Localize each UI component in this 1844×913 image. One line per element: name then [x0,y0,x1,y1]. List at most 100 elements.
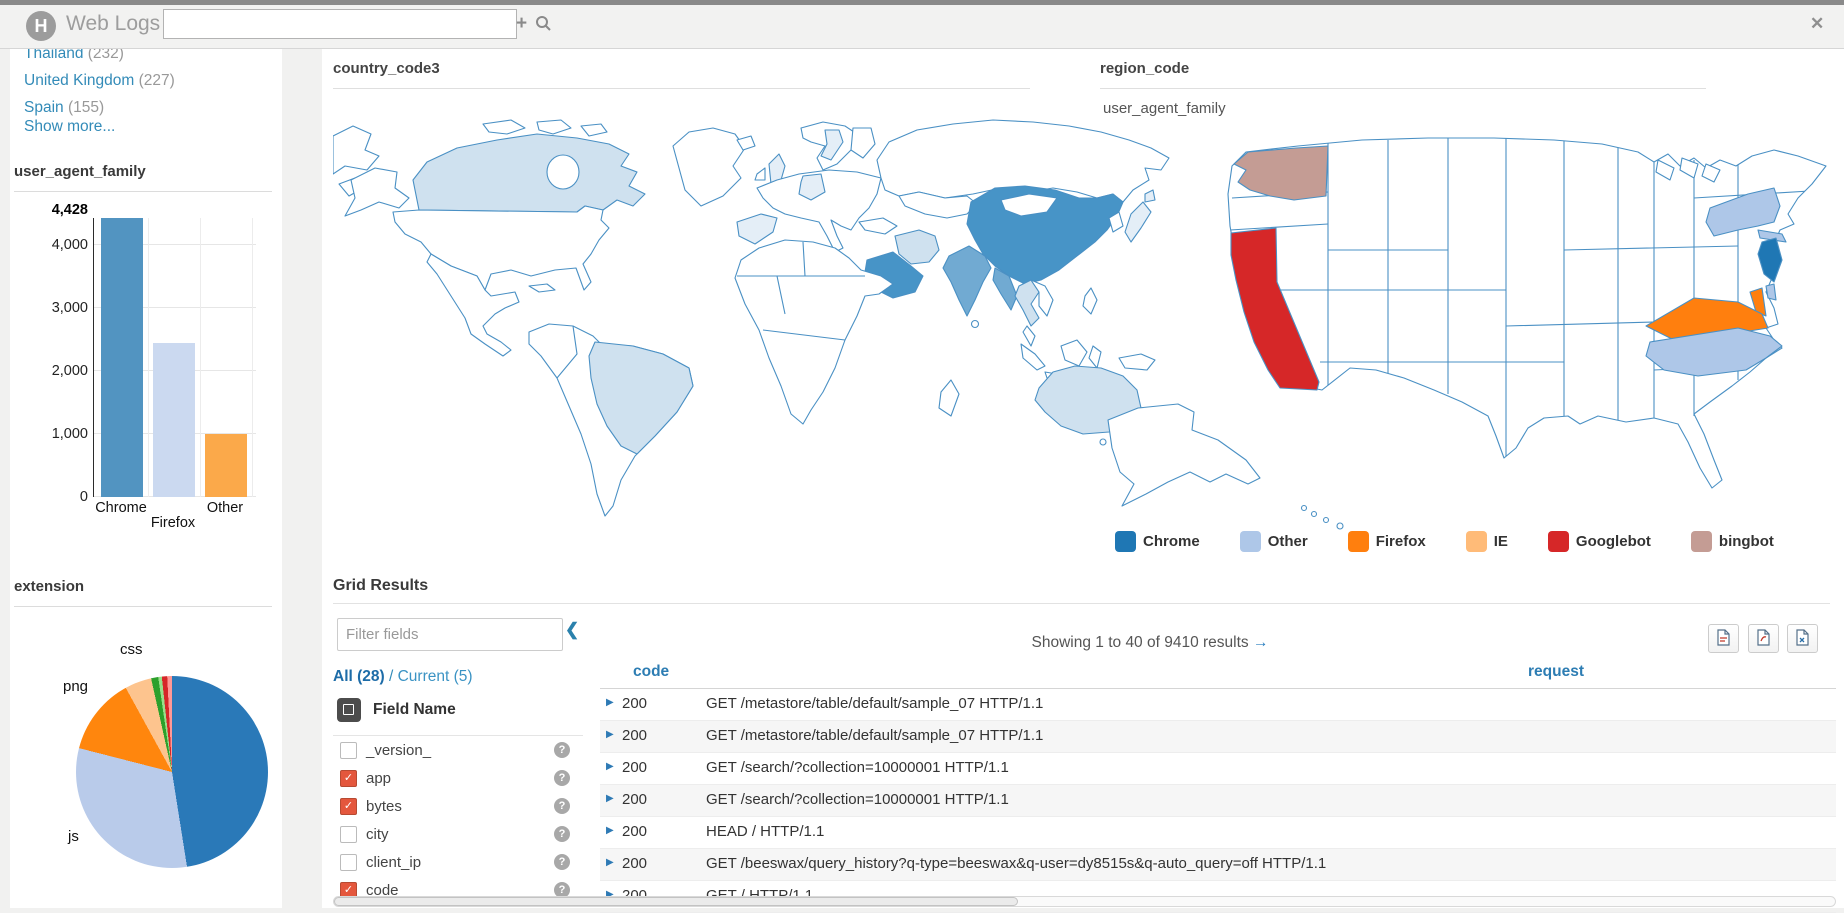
legend-item-ie[interactable]: IE [1465,531,1508,552]
map-region-usa[interactable] [392,205,610,291]
facet-link[interactable]: United Kingdom [24,72,135,89]
map-arctic-islands [536,119,572,135]
legend-item-bingbot[interactable]: bingbot [1690,531,1774,552]
legend-item-other[interactable]: Other [1239,531,1308,552]
next-page-arrow-icon[interactable]: → [1252,634,1269,651]
bar-y-axis: 4,000 3,000 2,000 1,000 0 [30,218,88,505]
table-row[interactable]: ▶ 200 GET /metastore/table/default/sample_… [600,721,1836,753]
export-csv-button[interactable] [1708,624,1739,653]
cell-request: GET /beeswax/query_history?q-type=beeswa… [706,855,1327,872]
row-expander-icon[interactable]: ▶ [606,857,614,868]
field-checkbox[interactable] [340,853,357,871]
add-query-plus-icon[interactable]: + [516,13,528,34]
close-icon[interactable]: ✕ [1810,14,1825,33]
map-region-india[interactable] [942,245,992,317]
table-row[interactable]: ▶ 200 GET /search/?collection=10000001 HTT… [600,785,1836,817]
legend-item-firefox[interactable]: Firefox [1347,531,1426,552]
map-region-japan-hokkaido[interactable] [1144,189,1156,203]
show-more-link[interactable]: Show more... [24,118,116,135]
map-region-alaska[interactable] [1107,403,1261,507]
help-icon: ? [554,854,570,870]
map-region-new-jersey[interactable] [1757,237,1783,283]
bar-firefox[interactable] [153,342,195,497]
map-region-africa[interactable] [734,239,894,425]
column-header-request[interactable]: request [1528,663,1584,680]
pie-label-js: js [68,828,79,845]
map-region-europe-mainland[interactable] [756,169,882,253]
bar-max-value-label: 4,428 [51,202,88,218]
pie-label-css: css [120,641,143,658]
scrollbar-thumb[interactable] [334,897,1018,906]
current-fields-link[interactable]: Current (5) [397,668,473,685]
bar-other[interactable] [205,434,247,497]
field-scope-links: All (28) / Current (5) [333,668,473,686]
map-region-russia[interactable] [876,119,1170,203]
map-region-hawaii [1336,522,1344,530]
checkbox-icon [343,704,354,715]
hue-logo-icon[interactable]: H [26,11,56,41]
map-region-brazil[interactable] [588,341,694,455]
row-expander-icon[interactable]: ▶ [606,697,614,708]
map-region-central-asia [898,191,978,219]
map-region-washington[interactable] [1233,145,1329,201]
legend-item-chrome[interactable]: Chrome [1115,531,1200,552]
map-region-finland [850,127,876,159]
table-row[interactable]: ▶ 200 HEAD / HTTP/1.1 [600,817,1836,849]
column-header-code[interactable]: code [633,663,670,680]
map-region-maryland[interactable] [1749,287,1767,317]
row-expander-icon[interactable]: ▶ [606,889,614,900]
map-region-long-island[interactable] [1757,229,1787,243]
row-expander-icon[interactable]: ▶ [606,793,614,804]
legend-item-googlebot[interactable]: Googlebot [1547,531,1651,552]
field-checkbox[interactable] [340,825,357,843]
row-expander-icon[interactable]: ▶ [606,729,614,740]
all-fields-link[interactable]: All (28) [333,668,385,685]
table-row[interactable]: ▶ 200 GET /metastore/table/default/sample_… [600,689,1836,721]
search-icon[interactable] [534,14,552,37]
help-icon: ? [554,882,570,898]
table-row[interactable]: ▶ 200 GET /beeswax/query_history?q-type=be… [600,849,1836,881]
map-region-california[interactable] [1230,227,1320,391]
world-choropleth-map [333,119,1170,517]
toggle-all-fields-checkbox[interactable] [337,698,361,722]
field-checkbox[interactable]: ✓ [340,797,357,815]
search-input[interactable] [163,9,517,39]
map-region-turkey [858,217,898,235]
cell-request: HEAD / HTTP/1.1 [706,823,825,840]
facet-item: Thailand (232) [24,40,274,67]
row-expander-icon[interactable]: ▶ [606,825,614,836]
map-region-alaska [344,167,410,217]
row-expander-icon[interactable]: ▶ [606,761,614,772]
export-xls-button[interactable] [1787,624,1818,653]
map-region-germany[interactable] [798,173,826,201]
separator: / [384,668,398,685]
map-region-sweden[interactable] [820,129,844,161]
extension-pie-chart[interactable] [76,676,268,868]
export-json-button[interactable] [1748,624,1779,653]
map-region-hawaii [1300,504,1308,512]
bar-plot-area [93,218,256,497]
facet-link[interactable]: Thailand [24,45,84,62]
legend-label: Chrome [1143,533,1200,550]
bar-chrome[interactable] [101,218,143,497]
map-region-canada[interactable] [412,133,646,213]
map-region-delaware[interactable] [1765,283,1777,301]
collapse-panel-chevron-icon[interactable]: ❮ [565,620,580,639]
map-region-new-york[interactable] [1705,187,1781,237]
cell-code: 200 [622,823,648,840]
field-checkbox[interactable]: ✓ [340,769,357,787]
map-region-uk[interactable] [768,153,786,185]
facet-link[interactable]: Spain [24,99,64,116]
map-region-mexico[interactable] [426,253,520,357]
horizontal-scrollbar[interactable] [333,896,1836,907]
map-region-myanmar[interactable] [992,267,1018,311]
table-row[interactable]: ▶ 200 GET /search/?collection=10000001 HTT… [600,753,1836,785]
map-region-north-carolina[interactable] [1645,327,1783,377]
field-name-header: Field Name [337,698,456,722]
map-region-iran[interactable] [894,229,940,265]
map-region-japan[interactable] [1124,201,1152,243]
field-checkbox[interactable] [340,741,357,759]
app-title: Web Logs [66,12,161,35]
map-region-spain[interactable] [736,213,778,245]
filter-fields-input[interactable] [337,618,563,651]
